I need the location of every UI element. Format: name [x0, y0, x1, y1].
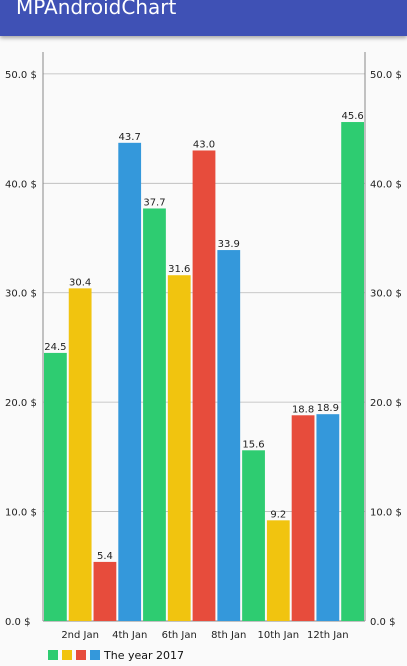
- legend-swatch: [62, 650, 72, 660]
- bar: [217, 250, 241, 621]
- y-tick-label-left: 30.0 $: [5, 289, 37, 300]
- y-tick-label-left: 40.0 $: [5, 179, 37, 190]
- x-tick-label: 4th Jan: [112, 630, 147, 641]
- y-tick-label-right: 0.0 $: [370, 617, 395, 628]
- y-axis-ticks: 0.0 $ 0.0 $ 10.0 $ 10.0 $ 20.0 $ 20.0 $ 30.0 $…: [5, 70, 402, 628]
- bar: [192, 150, 216, 621]
- bar: [68, 288, 92, 621]
- bar: [43, 352, 67, 621]
- bars: [43, 122, 365, 622]
- value-labels: 24.5 30.4 5.4 43.7 37.7 31.6 43.0 33.9 15.6 9.2 18…: [44, 111, 363, 562]
- y-tick-label-left: 20.0 $: [5, 398, 37, 409]
- bar-value-label: 45.6: [341, 111, 363, 122]
- bar: [341, 122, 365, 622]
- bar-value-label: 18.8: [292, 404, 314, 415]
- x-tick-label: 6th Jan: [162, 630, 197, 641]
- bar-value-label: 5.4: [97, 551, 113, 562]
- legend: The year 2017: [48, 649, 184, 662]
- y-tick-label-right: 20.0 $: [370, 398, 402, 409]
- legend-swatch: [76, 650, 86, 660]
- bar: [316, 414, 340, 621]
- legend-label: The year 2017: [103, 649, 184, 662]
- y-tick-label-right: 40.0 $: [370, 179, 402, 190]
- legend-swatch: [48, 650, 58, 660]
- bar-value-label: 33.9: [218, 239, 240, 250]
- bar: [143, 208, 166, 621]
- bar-value-label: 15.6: [242, 439, 264, 450]
- bar: [167, 275, 191, 621]
- bar-value-label: 43.7: [119, 132, 141, 143]
- bar-value-label: 31.6: [168, 264, 190, 275]
- bar-value-label: 37.7: [143, 197, 165, 208]
- y-tick-label-left: 10.0 $: [5, 508, 37, 519]
- y-tick-label-left: 50.0 $: [5, 70, 37, 81]
- x-tick-label: 2nd Jan: [61, 630, 99, 641]
- bar: [118, 142, 142, 621]
- bar: [93, 561, 117, 621]
- x-axis-ticks: 2nd Jan 4th Jan 6th Jan 8th Jan 10th Jan 12th…: [61, 630, 348, 641]
- legend-swatch: [90, 650, 100, 660]
- bar-value-label: 43.0: [193, 139, 215, 150]
- bar: [266, 520, 290, 621]
- y-tick-label-right: 10.0 $: [370, 508, 402, 519]
- x-tick-label: 10th Jan: [258, 630, 300, 641]
- y-tick-label-left: 0.0 $: [5, 617, 30, 628]
- bar: [242, 450, 265, 621]
- bar-value-label: 9.2: [270, 509, 286, 520]
- bar-value-label: 24.5: [44, 342, 66, 353]
- bar-value-label: 30.4: [69, 277, 91, 288]
- x-tick-label: 8th Jan: [211, 630, 246, 641]
- bar: [291, 415, 315, 621]
- bar-value-label: 18.9: [317, 403, 339, 414]
- y-tick-label-right: 50.0 $: [370, 70, 402, 81]
- app-bar: MPAndroidChart: [0, 0, 407, 36]
- y-tick-label-right: 30.0 $: [370, 289, 402, 300]
- x-tick-label: 12th Jan: [307, 630, 349, 641]
- app-title: MPAndroidChart: [16, 0, 177, 19]
